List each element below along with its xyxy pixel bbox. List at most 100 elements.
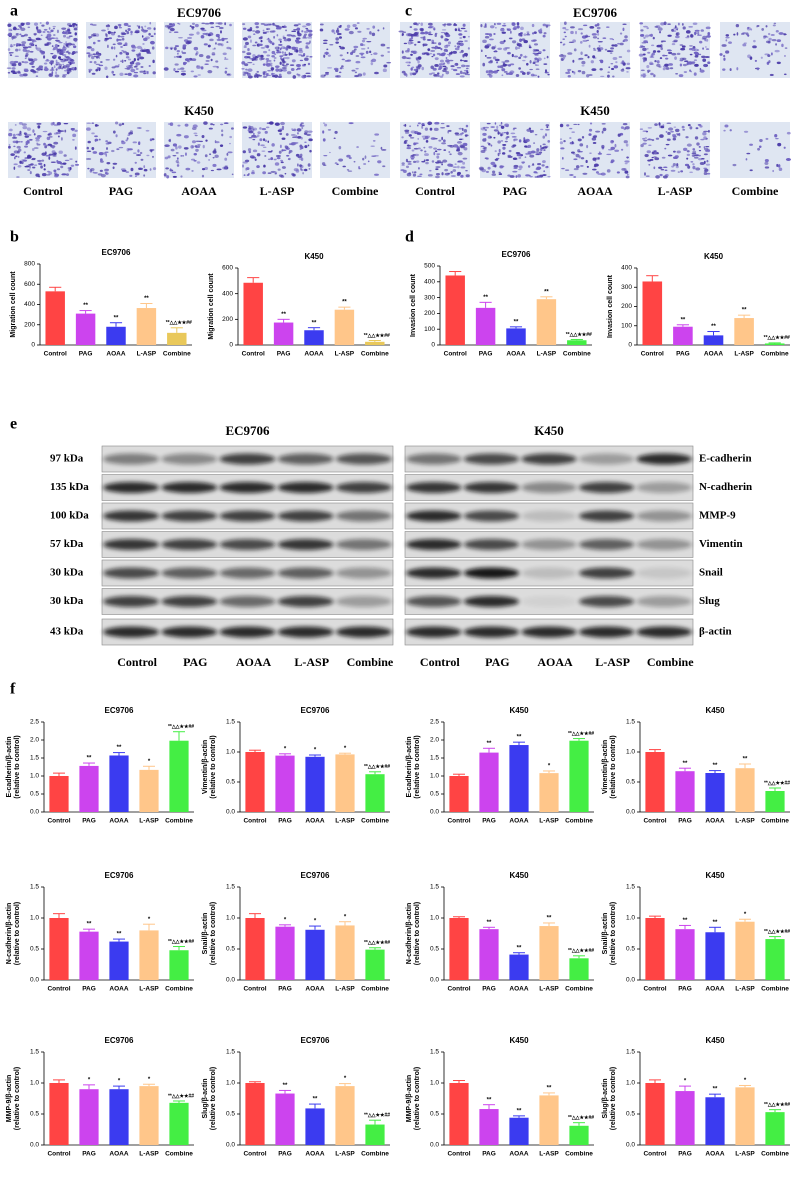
cell xyxy=(729,68,732,71)
cell xyxy=(414,131,417,134)
cell xyxy=(482,148,486,150)
cell xyxy=(522,55,528,58)
cell xyxy=(380,146,383,150)
cell xyxy=(127,27,131,32)
cell xyxy=(284,172,287,175)
blot-band xyxy=(578,626,635,638)
cell xyxy=(299,123,303,127)
cell xyxy=(212,124,215,126)
x-tick-label: Combine xyxy=(565,986,593,993)
cell xyxy=(570,26,575,29)
cell xyxy=(94,138,99,142)
cell xyxy=(40,50,45,54)
cell xyxy=(586,144,589,149)
cell xyxy=(428,72,433,76)
cell xyxy=(132,141,138,144)
cell xyxy=(759,138,763,143)
cell xyxy=(193,75,198,78)
cell xyxy=(692,150,697,154)
cell xyxy=(263,23,269,27)
cell xyxy=(617,42,620,45)
cell xyxy=(230,127,234,130)
cell xyxy=(44,145,48,149)
y-tick-label: 0.0 xyxy=(226,1142,235,1149)
cell xyxy=(275,25,280,27)
cell xyxy=(588,133,592,136)
cell xyxy=(702,131,707,136)
cell xyxy=(595,171,599,174)
cell xyxy=(419,173,423,176)
cell xyxy=(224,70,228,74)
image-label: Control xyxy=(415,184,455,198)
cell xyxy=(534,176,539,178)
cell xyxy=(749,143,753,146)
cell xyxy=(706,35,711,38)
micrograph xyxy=(319,22,392,78)
cell xyxy=(35,46,38,50)
cell xyxy=(423,146,426,149)
cell xyxy=(143,168,148,172)
x-tick-label: PAG xyxy=(678,1151,692,1158)
cell xyxy=(542,174,547,176)
cell xyxy=(304,33,307,36)
cell xyxy=(146,154,150,157)
x-tick-label: L-ASP xyxy=(735,818,755,825)
cell xyxy=(135,62,141,66)
cell xyxy=(213,148,217,152)
cell xyxy=(462,23,466,27)
cell xyxy=(525,174,530,177)
cell xyxy=(92,41,96,45)
cell xyxy=(338,71,342,74)
cell xyxy=(51,66,54,71)
significance-label: ** xyxy=(743,757,748,763)
cell xyxy=(450,65,455,68)
cell xyxy=(279,40,282,43)
cell xyxy=(464,134,469,137)
cell xyxy=(167,26,171,30)
blot-band xyxy=(406,626,462,638)
x-tick-label: Control xyxy=(643,1151,666,1158)
cell xyxy=(61,48,67,52)
cell xyxy=(74,146,77,150)
cell xyxy=(46,136,51,141)
cell xyxy=(593,163,599,167)
y-tick-label: 400 xyxy=(424,279,435,286)
cell xyxy=(44,151,47,155)
cell xyxy=(445,70,450,75)
cell xyxy=(173,55,176,59)
cell xyxy=(204,22,210,25)
cell xyxy=(380,43,386,47)
cell xyxy=(624,163,628,165)
cell xyxy=(644,172,646,176)
cell xyxy=(274,162,280,166)
cell xyxy=(56,121,62,126)
cell xyxy=(56,29,59,34)
cell xyxy=(124,60,127,62)
cell xyxy=(98,138,101,141)
bar xyxy=(765,1112,785,1145)
cell xyxy=(182,73,185,76)
cell xyxy=(223,58,229,60)
cell xyxy=(351,50,356,54)
cell xyxy=(414,43,417,46)
cell xyxy=(656,63,661,67)
cell xyxy=(640,74,643,77)
cell xyxy=(147,70,149,75)
cell xyxy=(521,71,526,75)
cell xyxy=(322,130,325,134)
cell xyxy=(486,122,491,125)
cell xyxy=(644,137,648,139)
x-tick-label: L-ASP xyxy=(539,986,559,993)
cell xyxy=(62,63,65,66)
panel-title: K450 xyxy=(580,103,610,118)
cell xyxy=(463,142,468,147)
cell xyxy=(247,172,250,176)
cell xyxy=(205,60,210,62)
cell xyxy=(10,70,16,73)
cell xyxy=(105,172,109,175)
cell xyxy=(130,66,134,69)
cell xyxy=(305,55,309,58)
cell xyxy=(497,140,501,144)
cell xyxy=(231,173,234,176)
cell xyxy=(442,159,448,163)
